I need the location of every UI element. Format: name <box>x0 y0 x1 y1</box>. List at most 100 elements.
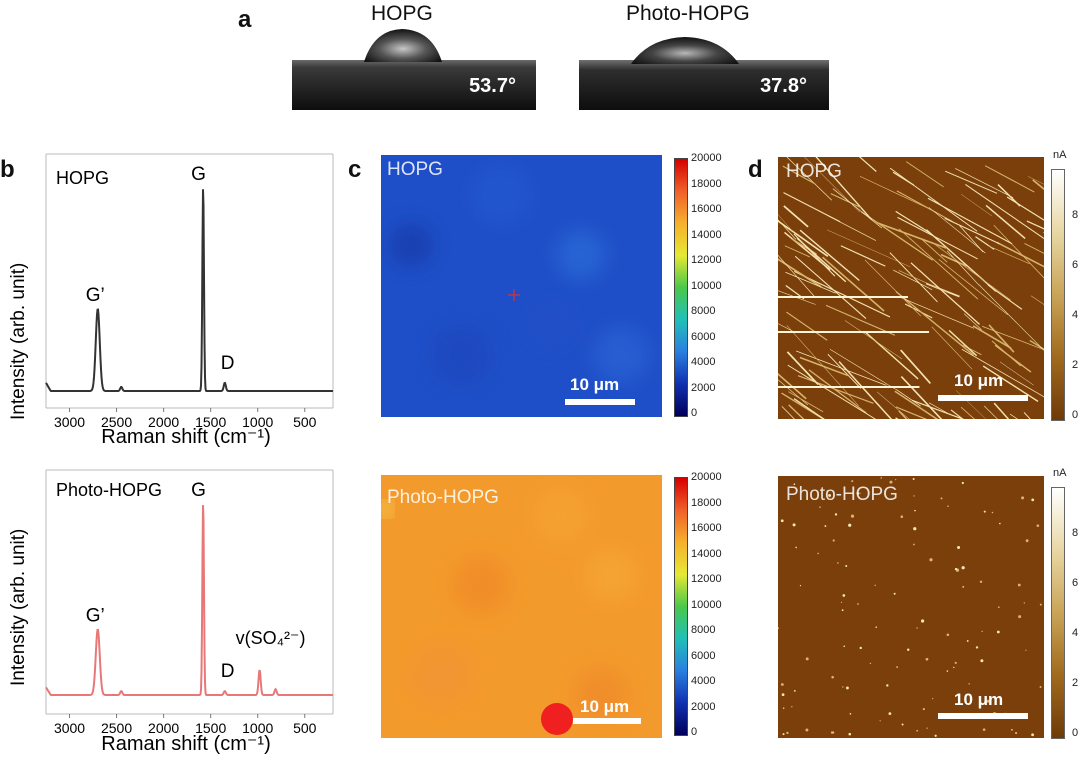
current-dot <box>875 626 878 628</box>
raman-colorbar-bottom <box>674 477 688 736</box>
current-streak <box>898 228 979 300</box>
current-dot <box>996 630 1000 634</box>
current-dot <box>953 666 955 669</box>
current-streak <box>1024 243 1044 254</box>
current-streak <box>959 225 984 253</box>
current-streak <box>985 204 1026 240</box>
current-streak <box>796 350 887 386</box>
current-dot <box>837 562 839 564</box>
raman-hopg-x-ticks: 3000 2500 2000 1500 1000 500 <box>54 408 317 430</box>
raman-photo-ylabel: Intensity (arb. unit) <box>8 529 29 686</box>
current-dot <box>851 480 854 483</box>
current-streak <box>1023 412 1031 419</box>
current-streak <box>955 168 1014 198</box>
current-dot <box>805 657 809 661</box>
current-streak <box>778 219 797 240</box>
current-streak <box>1009 413 1018 419</box>
current-streak <box>778 290 816 305</box>
raman-map-hopg-texture <box>389 165 649 385</box>
current-streak <box>840 245 886 267</box>
current-streak <box>895 406 928 419</box>
current-colorbar-top <box>1051 169 1065 421</box>
contact-angle-value-photo: 37.8° <box>760 75 807 97</box>
current-dot <box>980 659 984 663</box>
current-streak <box>1026 220 1044 230</box>
current-dot <box>966 640 969 642</box>
colorbar-tick-label: 12000 <box>691 254 722 266</box>
current-dot <box>840 601 843 603</box>
current-streak <box>799 356 849 377</box>
current-dot <box>780 683 784 686</box>
current-streak <box>984 165 1035 193</box>
current-streak <box>876 391 910 419</box>
colorbar-tick-label: 4000 <box>691 675 716 687</box>
current-dot <box>1011 729 1013 731</box>
colorbar-tick-label: 10000 <box>691 279 722 292</box>
current-dot <box>925 657 929 661</box>
current-streak <box>793 233 836 277</box>
peak-label-sulfate: v(SO₄²⁻) <box>236 628 306 648</box>
current-streak <box>928 402 949 414</box>
current-dot <box>929 558 933 562</box>
x-tick-label: 1000 <box>242 414 273 430</box>
current-dot <box>932 698 934 700</box>
current-map-photo-hopg: Photo-HOPG 10 μm <box>778 476 1044 738</box>
x-tick-label: 2500 <box>101 720 132 736</box>
current-streak <box>1027 176 1044 185</box>
current-streak <box>965 183 1044 240</box>
colorbar-tick-label: 10000 <box>691 598 722 611</box>
peak-label-d: D <box>221 353 235 374</box>
raman-map-photo-texture <box>381 485 637 735</box>
x-tick-label: 2500 <box>101 414 132 430</box>
current-streak <box>808 369 867 414</box>
current-dot <box>893 592 896 595</box>
current-dot <box>1023 602 1026 604</box>
current-streak <box>858 157 877 172</box>
current-dot <box>926 727 928 729</box>
colorbar-tick-label: 6 <box>1072 259 1079 271</box>
current-streak <box>793 398 825 419</box>
current-streak <box>786 351 819 386</box>
peak-label-g-prime-photo: G’ <box>86 605 105 626</box>
current-streak <box>962 344 982 356</box>
current-streak <box>1043 157 1044 171</box>
current-streak <box>986 244 1030 265</box>
raman-colorbar-bottom-ticks: 20000 18000 16000 14000 12000 10000 8000 6000 40… <box>691 471 741 741</box>
colorbar-tick-label: 8 <box>1072 527 1079 539</box>
colorbar-tick-label: 4 <box>1072 309 1079 321</box>
current-map-photo-label: Photo-HOPG <box>786 484 898 505</box>
current-streak <box>778 258 822 288</box>
current-dot <box>832 539 835 542</box>
current-dot <box>934 734 937 737</box>
current-dot <box>888 712 892 716</box>
colorbar-tick-label: 0 <box>691 726 698 738</box>
current-dot <box>914 509 916 512</box>
current-streak <box>928 207 986 254</box>
current-dot <box>1025 649 1027 651</box>
current-dot <box>795 546 797 549</box>
current-dot <box>793 689 796 692</box>
current-dot <box>1039 686 1042 689</box>
current-dot <box>886 684 889 687</box>
current-streak <box>997 184 1021 207</box>
current-streak <box>826 229 911 268</box>
colorbar-tick-label: 18000 <box>691 177 722 190</box>
peak-label-g-photo: G <box>191 480 206 501</box>
current-dot <box>901 723 904 726</box>
current-dot <box>792 523 796 527</box>
current-dot <box>946 670 949 672</box>
current-dot <box>986 699 990 703</box>
current-streak <box>797 375 874 404</box>
raman-hopg-sample-label: HOPG <box>56 168 109 188</box>
current-streak <box>991 340 1022 367</box>
current-streak <box>963 313 982 330</box>
current-dot <box>859 646 862 650</box>
current-dot <box>856 492 860 495</box>
colorbar-tick-label: 4000 <box>691 356 716 368</box>
current-streak <box>938 259 1008 316</box>
current-dot <box>921 619 925 623</box>
current-streak <box>894 390 939 419</box>
current-dot <box>998 606 1000 608</box>
current-streak <box>838 361 893 419</box>
current-dot <box>912 478 915 481</box>
